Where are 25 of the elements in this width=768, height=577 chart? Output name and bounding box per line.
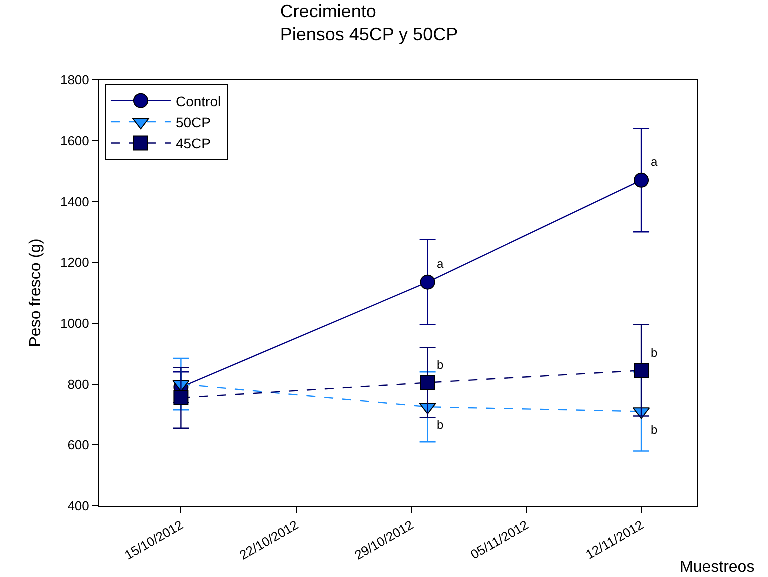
annotation: a bbox=[437, 257, 444, 271]
point bbox=[634, 172, 650, 188]
legend-label: Control bbox=[176, 93, 222, 110]
y-tick-label: 1600 bbox=[60, 133, 90, 148]
point bbox=[174, 390, 189, 406]
annotation: b bbox=[651, 346, 658, 360]
y-tick-label: 400 bbox=[68, 498, 90, 514]
y-tick-label: 800 bbox=[68, 376, 90, 392]
point bbox=[634, 363, 650, 378]
point bbox=[420, 375, 436, 390]
y-tick-label: 1000 bbox=[60, 316, 90, 331]
annotation: b bbox=[437, 358, 444, 372]
y-tick-label: 1800 bbox=[60, 72, 90, 88]
chart-title: Crecimiento Piensos 45CP y 50CP bbox=[280, 1, 458, 45]
y-tick-label: 1400 bbox=[60, 194, 90, 210]
x-axis-title: Muestreos bbox=[680, 559, 755, 576]
point bbox=[420, 274, 436, 290]
y-tick-label: 600 bbox=[68, 438, 90, 453]
y-tick-label: 1200 bbox=[60, 255, 90, 270]
annotation: b bbox=[651, 423, 658, 437]
y-axis-title: Peso fresco (g) bbox=[27, 238, 44, 348]
legend-label: 45CP bbox=[176, 136, 212, 152]
annotation: b bbox=[437, 418, 444, 432]
annotation: a bbox=[651, 155, 658, 169]
legend-label: 50CP bbox=[176, 114, 212, 131]
